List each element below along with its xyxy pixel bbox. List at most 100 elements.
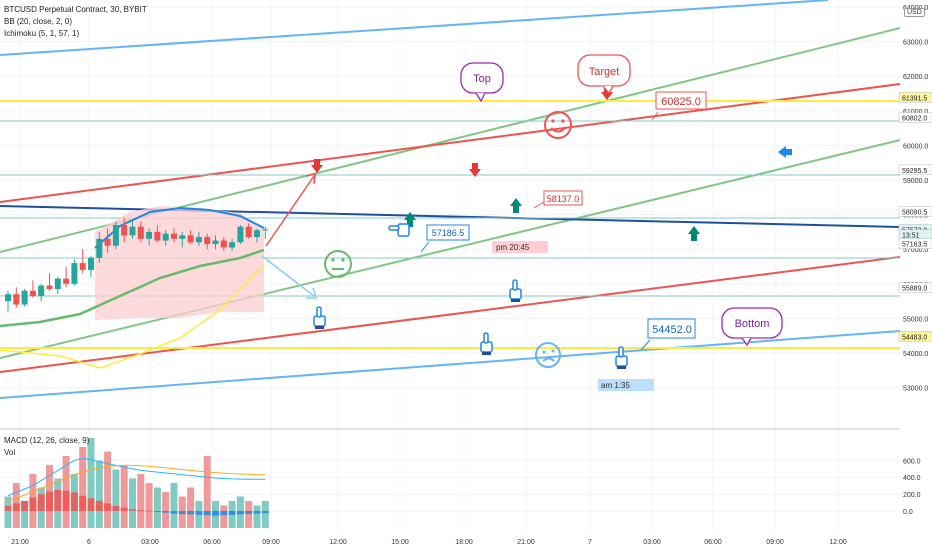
- up-arrow-icon: [510, 198, 522, 213]
- candle-body: [237, 226, 244, 243]
- price-label-text: 59295.5: [902, 168, 927, 175]
- candle-body: [229, 242, 236, 248]
- red-projection-arrowhead: [305, 173, 316, 185]
- price-label-box: [898, 238, 932, 249]
- price-tick-label: 53000.0: [903, 386, 928, 393]
- macd-histogram-bar: [203, 511, 211, 516]
- time-tick-label: 09:00: [766, 539, 784, 546]
- volume-bar: [129, 478, 136, 528]
- macd-histogram-bar: [37, 494, 45, 511]
- macd-histogram-bar: [104, 503, 112, 511]
- price-label-box: [898, 282, 932, 293]
- volume-bar: [104, 451, 112, 528]
- time-tick-label: 06:00: [704, 539, 722, 546]
- macd-histogram-bar: [112, 505, 120, 511]
- volume-bar: [162, 492, 170, 528]
- hand-pointer-markers: [313, 223, 628, 369]
- time-tick-label: 21:00: [11, 539, 29, 546]
- time-tick-label: 7: [588, 539, 592, 546]
- smile-icon: [544, 111, 572, 139]
- macd-tick-label: 600.0: [903, 458, 921, 465]
- volume-bar: [220, 505, 228, 528]
- candle-body: [212, 240, 219, 245]
- macd-histogram-bar: [170, 511, 178, 514]
- macd-histogram-bar: [253, 511, 261, 514]
- price-callouts: 60825.0 58137.0 57186.5 54452.0 pm 20:45…: [420, 91, 707, 391]
- time-tick-label: 21:00: [517, 539, 535, 546]
- candle-body: [5, 294, 11, 302]
- legend-macd: MACD (12, 26, close, 9): [4, 436, 90, 445]
- candle-body: [204, 237, 211, 245]
- hand-pointer-down-icon: [480, 332, 493, 355]
- legend-symbol: BTCUSD Perpetual Contract, 30, BYBIT: [4, 5, 147, 14]
- price-tick-label: 62000.0: [903, 74, 928, 81]
- macd-histogram-bar: [70, 492, 78, 511]
- ichimoku-green-line: [0, 248, 265, 328]
- volume-bar: [145, 483, 153, 528]
- macd-histogram-bar: [261, 511, 269, 514]
- volume-bar: [253, 505, 261, 528]
- price-label-box: [898, 206, 932, 217]
- candle-body: [137, 226, 144, 239]
- target-bubble-label: Target: [589, 66, 620, 78]
- candle-body: [171, 233, 177, 239]
- time-tick-label: 09:00: [262, 539, 280, 546]
- macd-histogram-bar: [129, 509, 136, 511]
- callout-60825: [655, 91, 707, 110]
- volume-bar: [4, 496, 12, 528]
- bottom-bubble-label: Bottom: [735, 318, 770, 330]
- trendlines: [0, 0, 901, 399]
- red-trendline-upper: [0, 83, 901, 203]
- callout-57186: [426, 224, 470, 241]
- price-label-text: 54483.0: [902, 334, 927, 341]
- candle-body: [179, 235, 186, 239]
- currency-badge[interactable]: USD: [904, 8, 925, 17]
- price-tick-label: 60000.0: [903, 143, 928, 150]
- red-projection-arrow: [265, 175, 315, 247]
- macd-axis[interactable]: 600.0 400.0 200.0 0.0: [903, 458, 921, 516]
- callout-57186-text: 57186.5: [432, 228, 465, 238]
- annotation-bubbles: Top Target Bottom: [460, 54, 783, 347]
- candle-body: [262, 229, 269, 231]
- macd-histogram-bar: [187, 511, 195, 515]
- candle-body: [96, 238, 103, 258]
- bollinger-upper-line: [94, 206, 265, 249]
- candle-body: [146, 231, 153, 239]
- candle-body: [46, 285, 53, 289]
- hand-pointer-down-icon: [313, 306, 326, 329]
- volume-bar: [187, 487, 195, 528]
- candle-body: [21, 290, 28, 305]
- blue-projection-arrowhead: [306, 287, 318, 299]
- price-label-box: [898, 331, 932, 342]
- hand-pointer-down-icon: [509, 279, 522, 302]
- up-arrow-icon: [688, 226, 700, 241]
- price-tick-label: 54000.0: [903, 351, 928, 358]
- time-tick-label: 12:00: [829, 539, 847, 546]
- price-label-box: [898, 112, 932, 123]
- neutral-face-icon: [324, 250, 352, 278]
- macd-histogram-bar: [236, 511, 244, 515]
- candle-body: [38, 285, 45, 296]
- volume-bar: [153, 487, 161, 528]
- legend-bb: BB (20, close, 2, 0): [4, 17, 73, 26]
- volume-bar: [95, 460, 103, 528]
- candle-body: [104, 238, 111, 246]
- candle-body: [54, 278, 61, 289]
- down-arrow-icon: [311, 159, 323, 173]
- macd-histogram-bar: [12, 503, 20, 511]
- macd-histogram-bar: [220, 511, 228, 516]
- macd-histogram-bar: [79, 495, 87, 511]
- left-arrow-icon: [778, 146, 792, 158]
- callout-58137-text: 58137.0: [547, 194, 580, 204]
- macd-histogram-bar: [4, 505, 12, 511]
- blue-trendline-lower: [0, 330, 901, 399]
- macd-histogram-bar: [120, 507, 128, 511]
- macd-tick-label: 0.0: [903, 509, 913, 516]
- time-tick-label: 18:00: [455, 539, 473, 546]
- volume-bar: [261, 501, 269, 528]
- time-axis[interactable]: 21:00 6 03:00 06:00 09:00 12:00 15:00 18:00 21:0…: [11, 539, 847, 546]
- signal-line: [7, 464, 266, 502]
- macd-histogram-bar: [21, 500, 29, 511]
- price-label-text: 57163.5: [902, 242, 927, 249]
